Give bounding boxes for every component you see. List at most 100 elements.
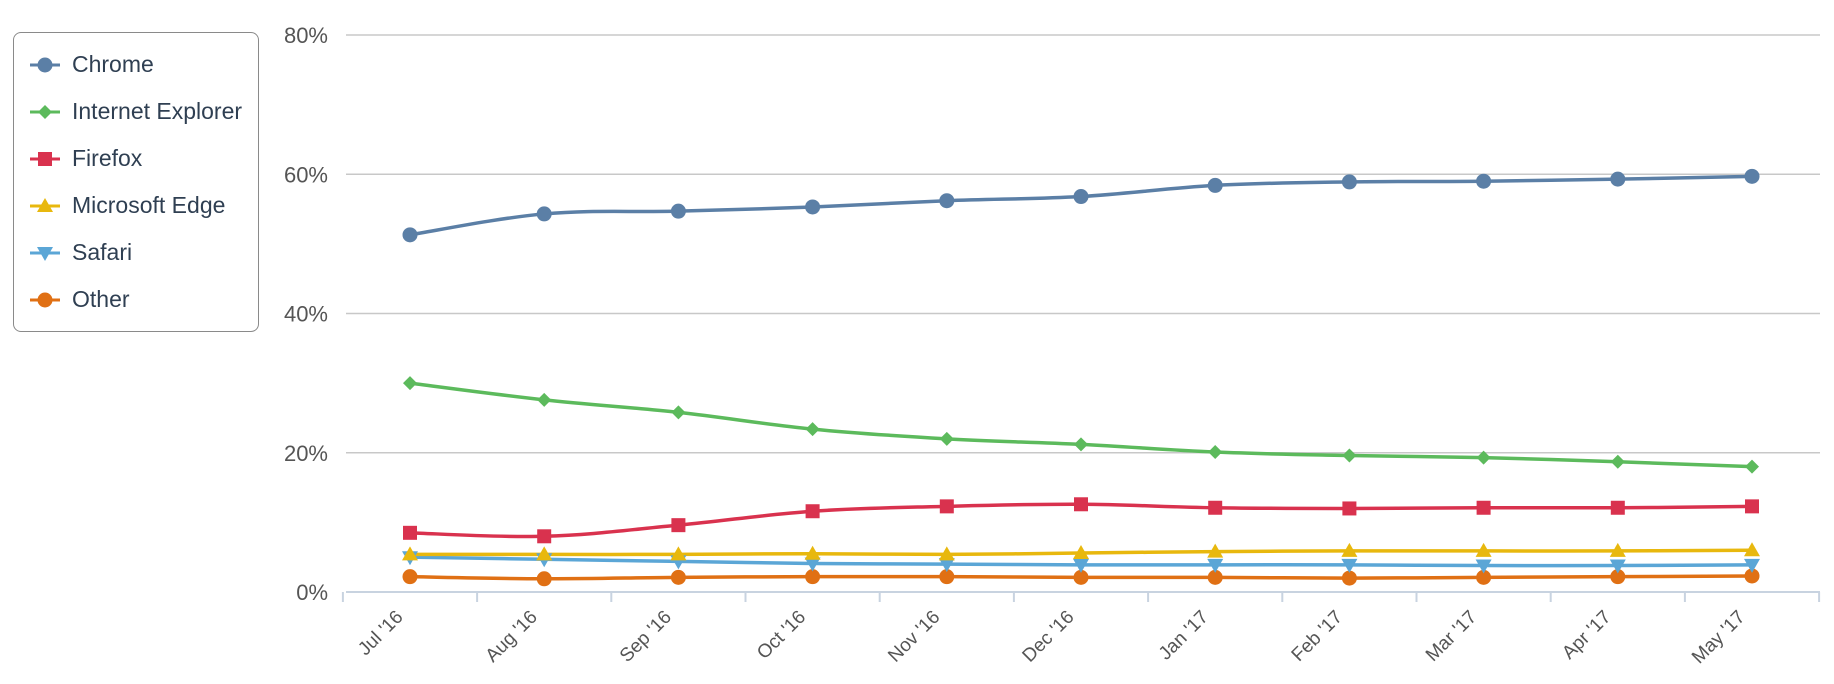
legend-swatch-firefox (30, 151, 60, 166)
series-line-chrome (408, 174, 1754, 237)
axes: 0% 20% 40% 60% 80% Jul '16 Aug '16 Sep '16 Oct '… (284, 23, 1821, 668)
data-point-internet-explorer (1745, 459, 1759, 474)
data-point-internet-explorer (403, 376, 417, 391)
legend-swatch-microsoft-edge (30, 197, 60, 212)
legend-swatch-other (30, 292, 60, 307)
legend-label: Firefox (72, 145, 143, 171)
series-line-internet-explorer (408, 381, 1754, 469)
legend-swatch-safari (30, 246, 60, 261)
data-point-microsoft-edge (1609, 542, 1626, 557)
data-point-safari (938, 558, 955, 573)
data-point-internet-explorer (805, 422, 820, 437)
legend-swatch-internet-explorer (30, 104, 60, 119)
x-tick-label: Jul '16 (354, 607, 407, 660)
x-tick-label: Mar '17 (1422, 607, 1481, 666)
data-point-other (1476, 569, 1492, 585)
data-point-internet-explorer (1610, 454, 1625, 469)
legend-swatch-marker (38, 151, 52, 166)
data-point-microsoft-edge (536, 546, 553, 561)
legend-swatch-marker (37, 292, 53, 307)
data-point-other (1073, 569, 1089, 585)
legend-item-microsoft-edge[interactable]: Microsoft Edge (14, 182, 258, 229)
data-point-firefox (805, 504, 820, 519)
legend-item-chrome[interactable]: Chrome (14, 41, 258, 88)
legend-swatch-marker (37, 246, 53, 261)
data-point-firefox (1476, 500, 1491, 515)
data-point-internet-explorer (1074, 437, 1088, 452)
legend-swatch-marker (37, 197, 53, 212)
legend-item-internet-explorer[interactable]: Internet Explorer (14, 88, 258, 135)
data-point-safari (804, 557, 821, 572)
x-tick-label: Nov '16 (884, 607, 944, 667)
x-tick-label: Jan '17 (1155, 607, 1213, 665)
data-point-chrome (805, 199, 821, 215)
data-point-other (805, 569, 821, 585)
data-point-safari (1207, 558, 1224, 573)
data-point-internet-explorer (939, 431, 954, 446)
data-point-other (1341, 570, 1357, 586)
legend-item-other[interactable]: Other (14, 276, 258, 323)
data-point-internet-explorer (1208, 445, 1223, 460)
data-point-microsoft-edge (1341, 542, 1358, 557)
x-tick-label: Oct '16 (753, 607, 810, 664)
series-lines (408, 174, 1754, 581)
legend-swatch-marker (38, 104, 52, 119)
legend-label: Safari (72, 239, 133, 265)
data-point-other (1207, 569, 1223, 585)
data-point-microsoft-edge (1744, 542, 1760, 557)
legend-label: Microsoft Edge (72, 192, 226, 218)
y-tick-label: 40% (284, 302, 328, 327)
data-point-other (670, 569, 686, 585)
data-point-microsoft-edge (804, 545, 821, 560)
legend-label: Chrome (72, 51, 154, 77)
legend-item-safari[interactable]: Safari (14, 229, 258, 276)
x-tick-label: Aug '16 (482, 607, 542, 667)
data-point-chrome (536, 206, 552, 222)
data-point-safari (1475, 559, 1492, 574)
data-point-safari (1073, 558, 1089, 573)
data-point-internet-explorer (1476, 450, 1491, 465)
data-point-firefox (537, 529, 552, 544)
data-point-safari (1744, 558, 1760, 573)
y-tick-label: 80% (284, 23, 328, 48)
data-point-firefox (1610, 500, 1625, 515)
data-point-other (402, 569, 418, 585)
data-point-chrome (1073, 189, 1089, 205)
data-point-chrome (1744, 168, 1760, 184)
grid-lines (346, 34, 1820, 454)
data-point-firefox (403, 525, 417, 540)
data-point-microsoft-edge (1475, 542, 1492, 557)
data-point-firefox (1342, 501, 1357, 516)
data-point-firefox (671, 518, 686, 533)
data-point-microsoft-edge (1073, 545, 1089, 560)
data-point-firefox (1208, 500, 1223, 515)
data-point-other (536, 571, 552, 587)
data-point-chrome (1341, 174, 1357, 190)
y-tick-label: 20% (284, 441, 328, 466)
data-point-other (1744, 568, 1760, 584)
legend-label: Other (72, 286, 130, 312)
x-tick-label: Dec '16 (1019, 607, 1079, 667)
data-point-chrome (1207, 177, 1223, 193)
chart-legend: Chrome Internet Explorer Firefox Microsoft … (13, 32, 259, 332)
data-point-safari (1341, 558, 1358, 573)
data-point-internet-explorer (1342, 448, 1357, 463)
data-point-chrome (1476, 173, 1492, 189)
legend-swatch-marker (37, 57, 53, 72)
data-point-other (1610, 569, 1626, 585)
data-point-safari (1609, 559, 1626, 574)
data-point-firefox (1074, 497, 1088, 512)
series-markers (402, 168, 1760, 587)
data-point-internet-explorer (537, 392, 552, 407)
data-point-microsoft-edge (402, 546, 418, 561)
legend-swatch-chrome (30, 57, 60, 72)
y-tick-label: 60% (284, 162, 328, 187)
x-tick-label: Sep '16 (616, 607, 676, 667)
data-point-firefox (939, 499, 954, 514)
x-tick-label: Apr '17 (1558, 607, 1615, 664)
data-point-chrome (670, 203, 686, 219)
legend-item-firefox[interactable]: Firefox (14, 135, 258, 182)
data-point-internet-explorer (671, 405, 686, 420)
data-point-chrome (402, 227, 418, 243)
